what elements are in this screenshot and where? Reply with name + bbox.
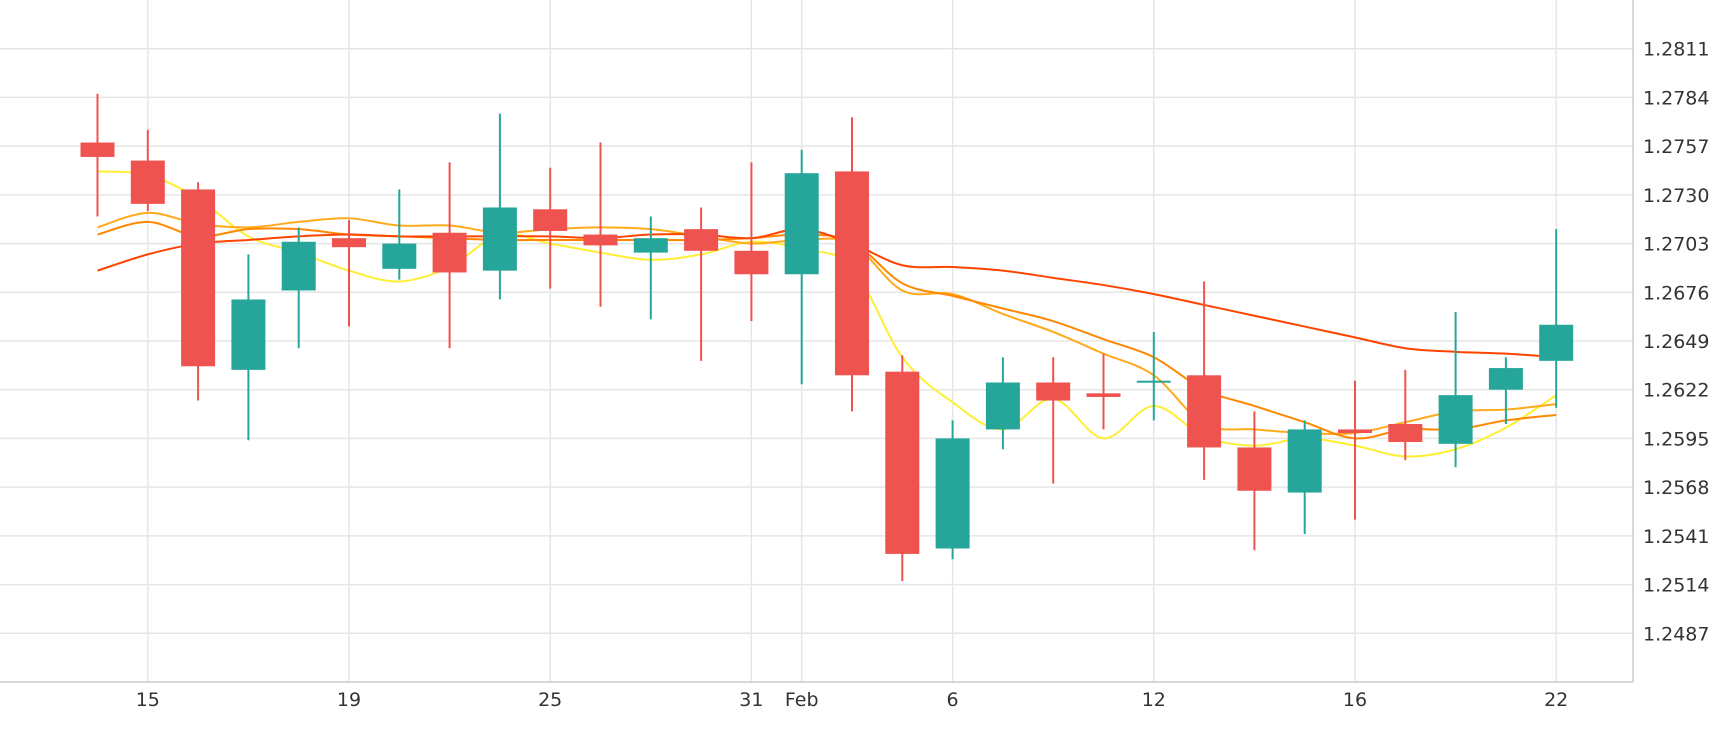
candle-bullish [1539, 229, 1574, 408]
candle-bullish [281, 227, 316, 349]
candle-bullish [1488, 357, 1523, 424]
candle-bullish [985, 357, 1020, 450]
candle-bullish [482, 113, 517, 300]
moving-average-line-3 [97, 220, 1557, 440]
candle-bullish [1287, 420, 1322, 535]
candle-body [1086, 393, 1121, 397]
candle-bearish [533, 167, 568, 289]
candle-body [1488, 368, 1523, 390]
candle-body [784, 173, 819, 275]
candle-bearish [1036, 357, 1071, 484]
candle-body [1036, 382, 1071, 401]
candle-bearish [583, 142, 618, 307]
y-tick-label: 1.2514 [1643, 575, 1709, 597]
x-tick-label: Feb [785, 689, 819, 711]
candle-body [432, 232, 467, 273]
candle-body [684, 229, 719, 251]
y-tick-label: 1.2676 [1643, 282, 1709, 304]
x-tick-label: 31 [739, 689, 763, 711]
x-tick-label: 19 [337, 689, 361, 711]
candle-body [1187, 375, 1222, 448]
candle-body [1388, 423, 1423, 443]
candle-body [332, 238, 366, 248]
candle-body [1539, 324, 1574, 361]
candle-body [633, 238, 668, 253]
candle-bullish [633, 216, 668, 320]
candle-body [1287, 429, 1322, 493]
candle-bullish [935, 420, 970, 560]
candle-bearish [1338, 380, 1372, 520]
x-axis-ticks: 15 19 25 31 Feb 6 12 16 22 [136, 689, 1569, 711]
candle-bearish [1237, 411, 1272, 551]
y-tick-label: 1.2568 [1643, 477, 1709, 499]
candle-bullish [1136, 331, 1171, 421]
candle-bearish [734, 162, 769, 322]
candle-body [382, 243, 417, 269]
y-tick-label: 1.2487 [1643, 623, 1709, 645]
x-tick-label: 6 [947, 689, 959, 711]
candle-body [734, 250, 769, 275]
y-tick-label: 1.2703 [1643, 234, 1709, 256]
y-tick-label: 1.2622 [1643, 380, 1709, 402]
y-tick-label: 1.2541 [1643, 526, 1709, 548]
candle-bearish [1086, 353, 1121, 430]
candle-bullish [1438, 312, 1473, 468]
candle-bearish [181, 182, 216, 401]
y-tick-label: 1.2784 [1643, 87, 1709, 109]
y-tick-label: 1.2595 [1643, 428, 1709, 450]
candle-bullish [382, 189, 417, 280]
y-tick-label: 1.2811 [1643, 39, 1709, 61]
candle-body [1237, 447, 1272, 491]
candle-bearish [432, 162, 467, 349]
candle-bullish [784, 149, 819, 385]
candle-body [985, 382, 1020, 430]
candle-body [583, 234, 618, 246]
candle-body [482, 207, 517, 271]
candle-body [1338, 429, 1372, 434]
x-tick-label: 22 [1544, 689, 1568, 711]
candle-body [130, 160, 165, 204]
candle-body [1136, 380, 1171, 383]
candle-body [533, 209, 568, 231]
moving-average-line-1 [97, 170, 1557, 458]
y-tick-label: 1.2757 [1643, 136, 1709, 158]
candle-body [935, 438, 970, 549]
candle-body [181, 189, 216, 367]
moving-average-line-4 [97, 228, 1557, 359]
axes [0, 0, 1634, 683]
candle-body [231, 299, 266, 370]
candle-bearish [885, 355, 920, 581]
y-axis-ticks: 1.2811 1.2784 1.2757 1.2730 1.2703 1.2676 1.26… [1643, 39, 1709, 646]
y-tick-label: 1.2649 [1643, 331, 1709, 353]
y-tick-label: 1.2730 [1643, 185, 1709, 207]
x-tick-label: 25 [538, 689, 562, 711]
candle-bearish [684, 207, 719, 361]
moving-average-line-2 [97, 211, 1557, 435]
candle-body [885, 371, 920, 554]
candles [80, 93, 1574, 581]
x-tick-label: 15 [136, 689, 160, 711]
candle-bearish [80, 93, 115, 217]
candle-bullish [231, 254, 266, 441]
x-tick-label: 12 [1142, 689, 1166, 711]
candle-bearish [1388, 369, 1423, 461]
x-tick-label: 16 [1343, 689, 1367, 711]
candle-bearish [835, 117, 869, 412]
candle-body [281, 241, 316, 291]
candle-body [80, 142, 115, 157]
moving-average-lines [97, 170, 1557, 458]
candle-body [835, 171, 869, 376]
candle-bearish [130, 129, 165, 212]
candle-body [1438, 395, 1473, 444]
candle-bearish [332, 220, 366, 327]
candle-bearish [1187, 281, 1222, 480]
